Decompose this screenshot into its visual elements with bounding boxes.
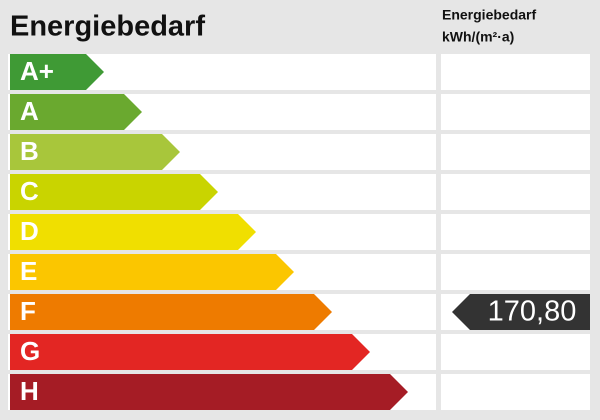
class-arrow	[10, 294, 332, 330]
indicator-value: 170,80	[488, 296, 577, 328]
class-label: C	[20, 176, 39, 206]
class-label: A	[20, 96, 39, 126]
class-arrow	[10, 54, 104, 90]
indicator: 170,80	[452, 294, 590, 330]
class-label: A+	[20, 56, 54, 86]
class-arrow	[10, 374, 408, 410]
title: Energiebedarf	[10, 11, 205, 43]
class-arrow	[10, 334, 370, 370]
class-arrow	[10, 254, 294, 290]
class-label: H	[20, 376, 39, 406]
unit-title: Energiebedarf	[442, 7, 536, 23]
row-right	[441, 374, 590, 410]
indicator-arrow	[452, 294, 590, 330]
unit: kWh/(m²·a)	[442, 29, 514, 45]
row-right	[441, 174, 590, 210]
class-label: G	[20, 336, 40, 366]
class-arrow	[10, 134, 180, 170]
row-right	[441, 134, 590, 170]
row-right	[441, 334, 590, 370]
class-arrow	[10, 174, 218, 210]
row-right	[441, 214, 590, 250]
row-right	[441, 94, 590, 130]
class-label: B	[20, 136, 39, 166]
class-label: F	[20, 296, 36, 326]
class-label: D	[20, 216, 39, 246]
row-right	[441, 254, 590, 290]
class-arrow	[10, 94, 142, 130]
row-right	[441, 54, 590, 90]
class-label: E	[20, 256, 37, 286]
class-arrow	[10, 214, 256, 250]
